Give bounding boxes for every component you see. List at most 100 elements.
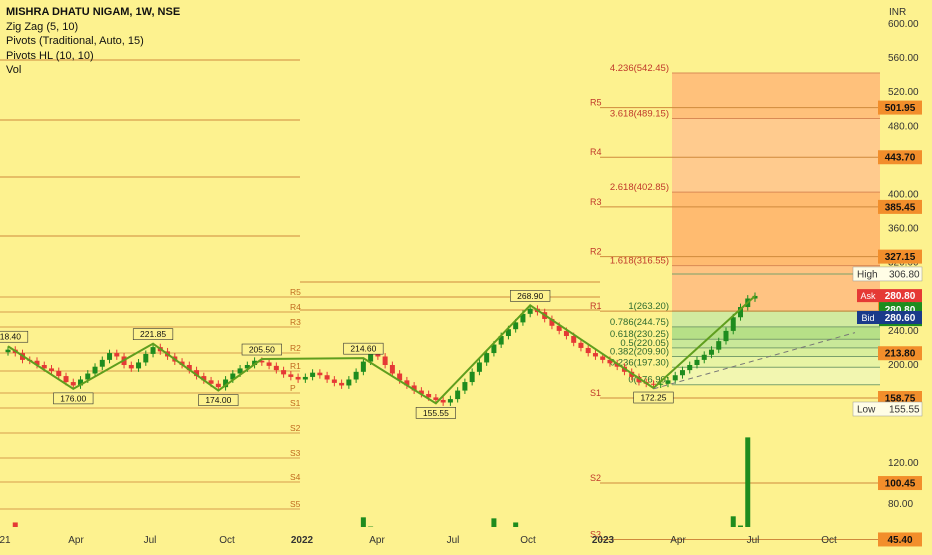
- x-tick-label: Jul: [747, 535, 760, 546]
- bid-label: Bid: [861, 313, 874, 323]
- candle: [694, 360, 699, 365]
- pivot-low-label: 176.00: [60, 393, 86, 403]
- pivot-high-label: 205.50: [249, 345, 275, 355]
- pivot-label-old: P: [290, 383, 296, 393]
- volume-bar: [361, 517, 366, 527]
- x-tick-label: Oct: [520, 535, 536, 546]
- candle: [716, 341, 721, 350]
- pivot-high-label: 221.85: [140, 329, 166, 339]
- candle: [49, 368, 54, 371]
- candle: [100, 360, 105, 367]
- candle: [433, 397, 438, 400]
- pivot-low-label: 172.25: [640, 393, 666, 403]
- candle: [665, 380, 670, 383]
- candle: [571, 336, 576, 343]
- volume-tick-label: 80.00: [888, 499, 913, 510]
- symbol-title[interactable]: MISHRA DHATU NIGAM, 1W, NSE: [6, 5, 180, 20]
- candle: [448, 399, 453, 402]
- pivot-label-old: S5: [290, 499, 301, 509]
- fib-zone: [672, 118, 880, 192]
- candle: [361, 362, 366, 372]
- fib-label: 1.618(316.55): [610, 256, 669, 267]
- pivot-high-label: 214.60: [350, 344, 376, 354]
- candle: [390, 365, 395, 374]
- x-tick-label: 2023: [592, 535, 615, 546]
- candle: [274, 366, 279, 370]
- price-tag-label: 327.15: [885, 252, 916, 263]
- volume-bar: [513, 522, 518, 527]
- candle: [339, 383, 344, 386]
- candle: [296, 377, 301, 380]
- pivot-label: S2: [590, 473, 601, 483]
- volume-bar: [745, 437, 750, 527]
- x-tick-label: Apr: [68, 535, 84, 546]
- candle: [462, 382, 467, 391]
- candle: [383, 356, 388, 365]
- candle: [346, 379, 351, 385]
- candle: [593, 353, 598, 356]
- candle: [455, 391, 460, 400]
- candle: [136, 362, 141, 368]
- candle: [673, 375, 678, 380]
- candle: [586, 348, 591, 353]
- ask-label: Ask: [860, 291, 876, 301]
- pivot-label: R3: [590, 197, 602, 207]
- candle: [731, 317, 736, 331]
- price-tick-label: 560.00: [888, 53, 919, 64]
- price-tag-label: 501.95: [885, 103, 916, 114]
- chart-legend: MISHRA DHATU NIGAM, 1W, NSE Zig Zag (5, …: [6, 5, 180, 78]
- ask-value: 280.80: [885, 291, 916, 302]
- volume-bar: [738, 526, 743, 527]
- price-tick-label: 360.00: [888, 224, 919, 235]
- pivot-label: R1: [590, 301, 602, 311]
- indicator-pivots-hl[interactable]: Pivots HL (10, 10): [6, 49, 180, 64]
- pivot-label-old: R3: [290, 317, 301, 327]
- pivot-label: R2: [590, 247, 602, 257]
- price-tick-label: 600.00: [888, 19, 919, 30]
- pivot-high-label: 268.90: [517, 291, 543, 301]
- pivot-label-old: S4: [290, 472, 301, 482]
- volume-bar: [13, 522, 18, 527]
- pivot-low-label: 155.55: [423, 408, 449, 418]
- candle: [267, 362, 272, 365]
- price-tag-label: 385.45: [885, 202, 916, 213]
- x-tick-label: Apr: [369, 535, 385, 546]
- candle: [107, 353, 112, 360]
- fib-label: 1(263.20): [628, 301, 669, 312]
- indicator-zigzag[interactable]: Zig Zag (5, 10): [6, 20, 180, 35]
- candle: [528, 309, 533, 314]
- x-tick-label: Jul: [447, 535, 460, 546]
- pivot-low-label: 174.00: [205, 395, 231, 405]
- pivot-label-old: S2: [290, 423, 301, 433]
- price-tick-label: 240.00: [888, 326, 919, 337]
- fib-label: 4.236(542.45): [610, 63, 669, 74]
- candle: [288, 374, 293, 377]
- fib-label: 2.618(402.85): [610, 182, 669, 193]
- price-tag-label: 443.70: [885, 153, 916, 164]
- candle: [151, 347, 156, 354]
- fib-label: 0.786(244.75): [610, 317, 669, 328]
- pivot-label-old: S1: [290, 398, 301, 408]
- price-tick-label: 480.00: [888, 121, 919, 132]
- candle: [310, 373, 315, 377]
- candle: [332, 379, 337, 382]
- pivot-label-old: R4: [290, 302, 301, 312]
- indicator-volume[interactable]: Vol: [6, 63, 180, 78]
- candle: [143, 354, 148, 363]
- candle: [354, 372, 359, 380]
- candle: [317, 373, 322, 376]
- candle: [93, 367, 98, 374]
- candle: [600, 356, 605, 359]
- x-tick-label: Oct: [821, 535, 837, 546]
- bid-value: 280.60: [885, 313, 916, 324]
- fib-label: 3.618(489.15): [610, 108, 669, 119]
- x-tick-label: 21: [0, 535, 11, 546]
- pivot-label-old: R5: [290, 287, 301, 297]
- candle: [723, 331, 728, 341]
- indicator-pivots[interactable]: Pivots (Traditional, Auto, 15): [6, 34, 180, 49]
- candle: [441, 400, 446, 403]
- x-tick-label: Oct: [219, 535, 235, 546]
- fib-zone: [672, 327, 880, 339]
